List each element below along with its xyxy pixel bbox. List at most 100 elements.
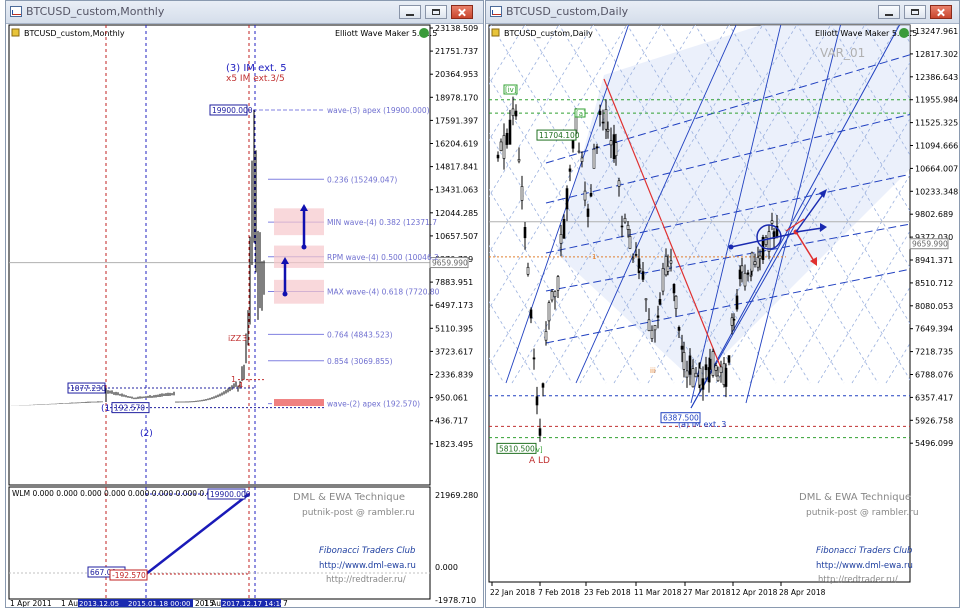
- grid-diagonal: [851, 286, 910, 384]
- maximize-button[interactable]: [904, 5, 926, 19]
- candle-body: [647, 319, 651, 331]
- candle-body: [499, 141, 503, 151]
- pitchfork-line: [545, 223, 910, 292]
- symbol-icon: [11, 28, 20, 37]
- candle-body: [586, 208, 590, 217]
- watermark-url1: http://www.dml-ewa.ru: [816, 561, 913, 571]
- price-axis-label: 11525.325: [915, 119, 958, 128]
- fan-line: [505, 25, 629, 384]
- close-button[interactable]: [930, 5, 952, 19]
- candle-body: [559, 234, 563, 244]
- grid-diagonal: [817, 230, 910, 384]
- current-price-label: 9659.990: [912, 240, 948, 249]
- fan-line: [690, 25, 782, 404]
- arrow-up: [795, 192, 825, 233]
- fib-level-label: wave-(3) apex (19900.000): [327, 106, 430, 115]
- price-axis-label: 8510.712: [915, 279, 953, 288]
- candle-body: [767, 231, 771, 252]
- wave-box-iv: [503, 84, 518, 95]
- sub-box-top: [207, 488, 246, 500]
- candle-body: [628, 236, 632, 249]
- grid-diagonal: [864, 25, 910, 100]
- candle-body: [669, 260, 673, 264]
- candle-body: [641, 271, 645, 280]
- sub-axis-label: 21969.280: [435, 491, 478, 500]
- candle-body: [698, 367, 702, 386]
- time-axis-label: 2015: [195, 599, 214, 607]
- fib-level-label: 0.854 (3069.855): [327, 357, 393, 366]
- price-axis-label: 17591.397: [435, 116, 478, 125]
- price-axis-label: 8080.053: [915, 302, 953, 311]
- pitchfork-zone: [556, 25, 910, 383]
- candle-body: [595, 146, 599, 149]
- minimize-button[interactable]: [878, 5, 900, 19]
- up-arrow-lower-head: [281, 257, 289, 264]
- candle-body: [770, 220, 774, 224]
- candle-body: [749, 274, 753, 277]
- watermark-url2: http://redtrader.ru/: [326, 575, 406, 585]
- time-box: [127, 599, 193, 607]
- price-axis-label: 6497.173: [435, 301, 473, 310]
- candle-body: [598, 110, 602, 115]
- price-box-low-text: 5810.500: [499, 444, 535, 453]
- indicator-name: Elliott Wave Maker 5.61.5: [335, 29, 437, 38]
- price-axis-label: 13247.961: [915, 27, 958, 36]
- minimize-button[interactable]: [399, 5, 421, 19]
- indicator-status-icon: [899, 28, 909, 38]
- daily-title-bar[interactable]: BTCUSD_custom,Daily: [486, 1, 959, 24]
- fib-level-label: wave-(2) apex (192.570): [327, 400, 420, 409]
- candle-body: [547, 302, 551, 322]
- wave-sub-1: 1: [592, 253, 596, 261]
- grid-diagonal: [489, 132, 641, 384]
- price-axis-label: 12817.302: [915, 50, 958, 59]
- daily-chart-canvas[interactable]: BTCUSD_custom,Daily Elliott Wave Maker 5.…: [486, 23, 959, 607]
- fib-level-label: 0.764 (4843.523): [327, 330, 393, 339]
- candle-body: [656, 315, 660, 318]
- daily-chart-window[interactable]: BTCUSD_custom,Daily BTCUSD_custom,Daily E…: [485, 0, 960, 608]
- candle-body: [614, 142, 618, 157]
- price-axis-label: 6357.417: [915, 393, 953, 402]
- monthly-chart-window[interactable]: BTCUSD_custom,Monthly BTCUSD_custom,Mont…: [5, 0, 484, 608]
- grid-diagonal: [694, 25, 910, 381]
- fan-line: [575, 25, 737, 384]
- up-arrow-upper-head: [300, 204, 308, 211]
- grid-diagonal: [489, 188, 607, 384]
- time-axis-label: 1 Aug: [61, 599, 83, 607]
- candle-body: [532, 357, 536, 360]
- candle-body: [565, 188, 569, 210]
- candle-body: [727, 355, 731, 363]
- price-axis-label: 6788.076: [915, 371, 953, 380]
- candle-body: [544, 331, 548, 341]
- indicator-pane-frame: [8, 486, 431, 600]
- time-box-label: 2015.01.18 00:00: [128, 600, 190, 607]
- maximize-button[interactable]: [425, 5, 447, 19]
- candle-body: [758, 255, 762, 260]
- wave-label-v: [v]: [533, 446, 543, 454]
- candle-body: [704, 364, 708, 371]
- candle-body: [701, 378, 705, 390]
- daily-plot-area: [489, 25, 910, 442]
- price-axis-label: 7218.735: [915, 348, 953, 357]
- window-title: BTCUSD_custom,Monthly: [26, 5, 165, 18]
- price-box-low: [496, 442, 537, 454]
- candle-body: [550, 291, 554, 301]
- candle-body: [638, 268, 642, 272]
- candle-body: [672, 284, 676, 294]
- monthly-chart-canvas[interactable]: BTCUSD_custom,Monthly Elliott Wave Maker …: [6, 23, 483, 607]
- pitchfork-line: [545, 268, 910, 344]
- time-axis-label: 7 Feb 2018: [538, 588, 580, 597]
- price-axis-label: 9802.689: [915, 210, 953, 219]
- watermark-var: VAR_01: [820, 46, 865, 60]
- candle-body: [541, 383, 545, 388]
- price-axis-label: 14817.841: [435, 163, 478, 172]
- price-box-a: [536, 129, 577, 141]
- monthly-title-bar[interactable]: BTCUSD_custom,Monthly: [6, 1, 483, 24]
- candle-body: [730, 317, 734, 326]
- candle-body: [520, 186, 524, 201]
- watermark-club: Fibonacci Traders Club: [816, 546, 912, 556]
- chart-window-icon: [490, 6, 502, 17]
- grid-diagonal: [762, 25, 910, 269]
- candle-body: [746, 272, 750, 275]
- close-button[interactable]: [451, 5, 473, 19]
- pitchfork-line: [545, 54, 910, 164]
